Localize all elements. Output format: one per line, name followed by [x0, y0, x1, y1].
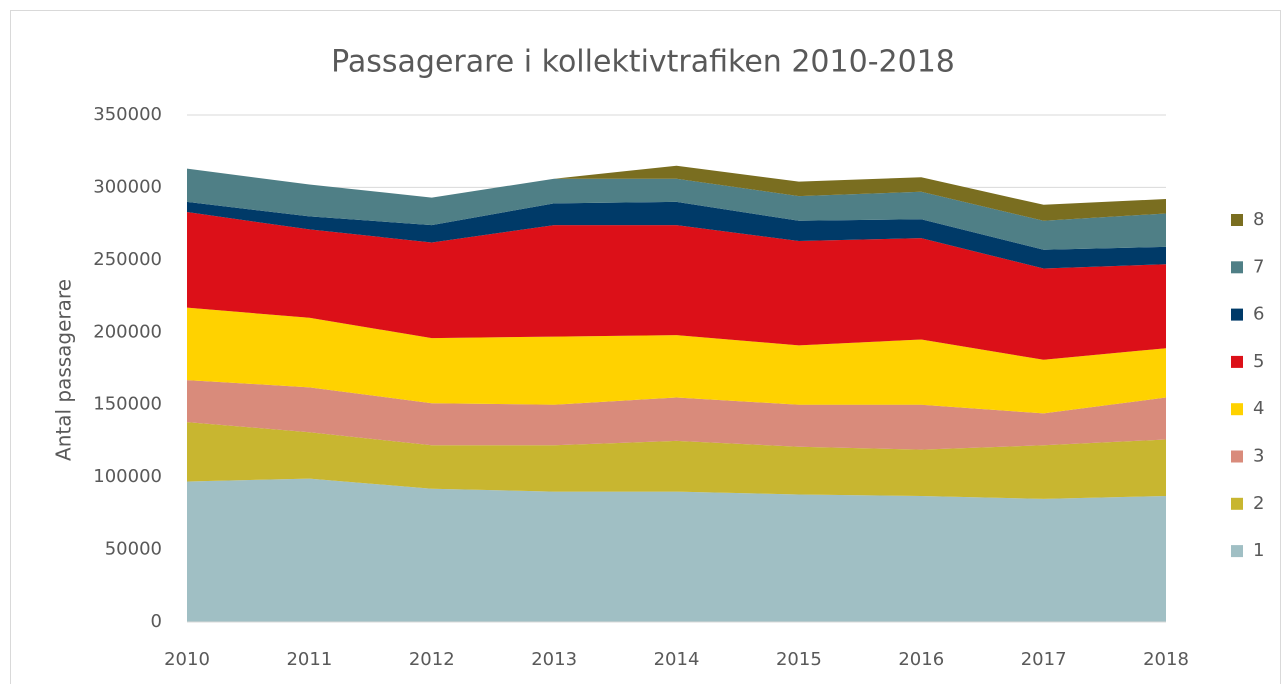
y-tick-label: 250000 [93, 249, 162, 270]
y-tick-label: 0 [151, 611, 162, 632]
legend-swatch [1231, 261, 1243, 274]
x-tick-label: 2011 [286, 649, 332, 670]
chart-title: Passagerare i kollektivtrafiken 2010-201… [331, 45, 955, 80]
x-tick-label: 2010 [164, 649, 210, 670]
area [187, 422, 1166, 499]
legend-label: 6 [1253, 304, 1264, 325]
y-tick-label: 150000 [93, 394, 162, 415]
legend-label: 3 [1253, 446, 1264, 467]
x-tick-label: 2016 [898, 649, 944, 670]
area [187, 165, 1166, 221]
area [187, 380, 1166, 450]
x-tick-label: 2018 [1143, 649, 1189, 670]
legend-swatch [1231, 450, 1243, 463]
x-tick-label: 2017 [1021, 649, 1067, 670]
legend-swatch [1231, 355, 1243, 368]
area [187, 168, 1166, 250]
area [187, 212, 1166, 360]
legend-swatch [1231, 497, 1243, 510]
y-tick-label: 300000 [93, 176, 162, 197]
y-tick-label: 100000 [93, 466, 162, 487]
legend-label: 5 [1253, 351, 1264, 372]
area [187, 307, 1166, 414]
x-tick-label: 2013 [531, 649, 577, 670]
y-tick-label: 50000 [105, 539, 162, 560]
legend-swatch [1231, 308, 1243, 321]
x-tick-label: 2015 [776, 649, 822, 670]
legend-label: 7 [1253, 256, 1264, 277]
legend-label: 4 [1253, 398, 1264, 419]
y-axis-label: Antal passagerare [52, 279, 76, 461]
legend-swatch [1231, 214, 1243, 226]
x-tick-label: 2012 [409, 649, 455, 670]
legend-swatch [1231, 545, 1243, 558]
legend-label: 8 [1253, 209, 1264, 230]
legend-label: 1 [1253, 540, 1264, 561]
y-tick-label: 350000 [93, 104, 162, 125]
area [187, 201, 1166, 269]
legend-label: 2 [1253, 493, 1264, 514]
x-tick-label: 2014 [654, 649, 700, 670]
y-tick-label: 200000 [93, 321, 162, 342]
area [187, 478, 1166, 622]
legend-swatch [1231, 403, 1243, 416]
